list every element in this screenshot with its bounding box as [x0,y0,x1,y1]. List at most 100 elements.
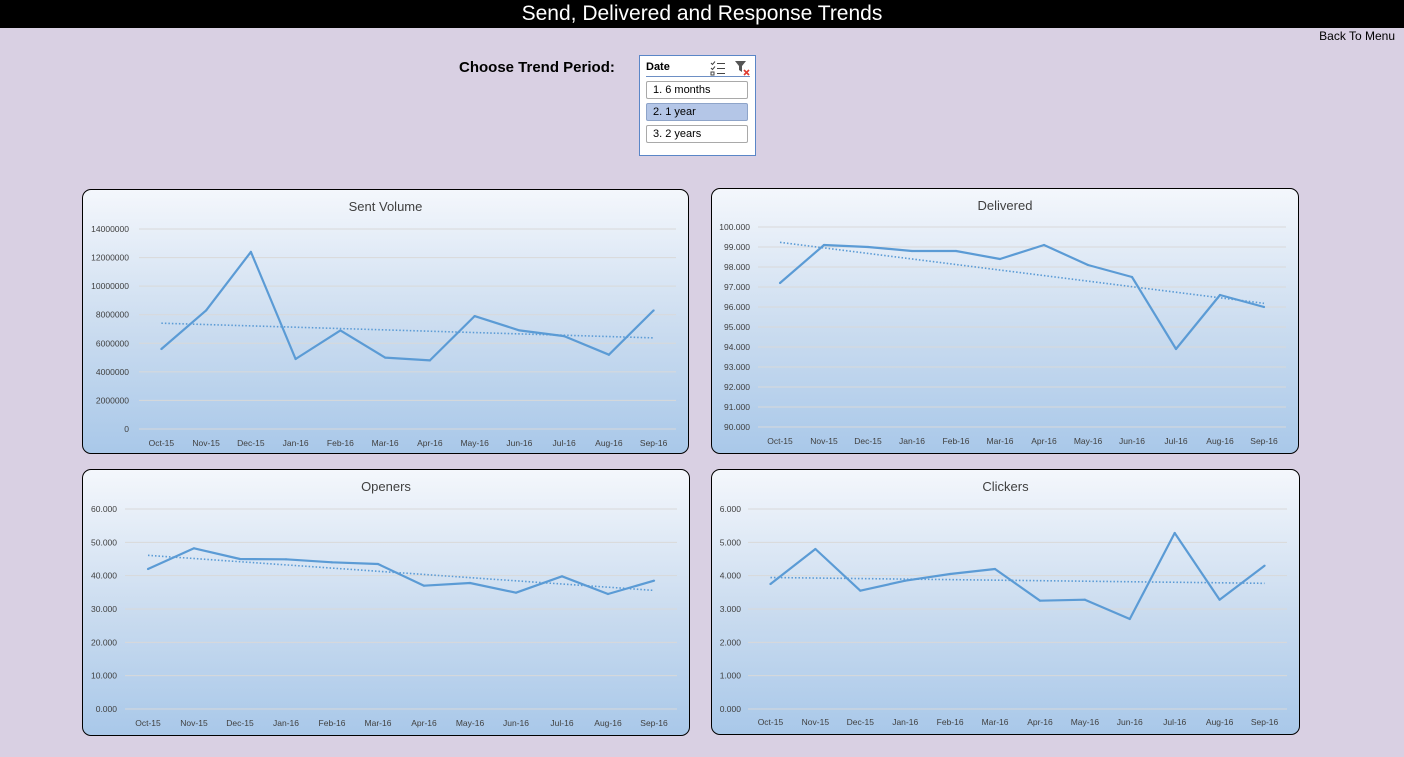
y-tick-label: 8000000 [96,310,129,320]
x-tick-label: Jun-16 [1117,717,1143,727]
slicer-header: Date [646,60,750,77]
slicer-item-6-months[interactable]: 1. 6 months [646,81,748,99]
x-tick-label: Jul-16 [1164,436,1187,446]
x-tick-label: Dec-15 [847,717,875,727]
x-tick-label: Jan-16 [899,436,925,446]
x-tick-label: Oct-15 [149,438,175,448]
y-tick-label: 95.000 [724,322,750,332]
data-point [238,557,242,561]
y-tick-label: 6.000 [720,504,742,514]
y-tick-label: 92.000 [724,382,750,392]
y-tick-label: 98.000 [724,262,750,272]
data-point [330,561,334,564]
x-tick-label: Jul-16 [1163,717,1186,727]
data-point [146,567,150,571]
x-tick-label: Aug-16 [1206,436,1234,446]
x-tick-label: Mar-16 [365,718,392,728]
data-point [160,347,163,351]
slicer-item-1-year[interactable]: 2. 1 year [646,103,748,121]
openers-chart: Openers 0.000 10.000 20.000 30.000 40.000 50.0… [82,469,690,736]
data-point [376,562,380,566]
y-tick-label: 91.000 [724,402,750,412]
x-tick-label: Apr-16 [417,438,443,448]
x-tick-label: Feb-16 [319,718,346,728]
x-tick-label: Aug-16 [1206,717,1234,727]
data-point [560,575,564,578]
data-point [205,309,208,312]
x-tick-label: Oct-15 [758,717,784,727]
chart-title: Delivered [978,198,1033,213]
x-tick-label: Jan-16 [273,718,299,728]
x-tick-label: Jul-16 [553,438,576,448]
data-point [518,329,521,332]
trendline [779,241,1265,305]
data-point [949,572,952,576]
data-point [284,558,288,561]
y-tick-label: 90.000 [724,422,750,432]
chart-title: Sent Volume [349,199,423,214]
data-point [993,567,997,571]
y-tick-label: 0 [124,424,129,434]
data-point [249,250,252,253]
x-tick-label: Nov-15 [192,438,220,448]
data-point [428,359,431,362]
data-point [1263,564,1266,567]
x-tick-label: Apr-16 [1027,717,1053,727]
x-tick-label: Feb-16 [937,717,964,727]
series-line [147,547,655,596]
data-point [1174,347,1178,351]
y-tick-label: 99.000 [724,242,750,252]
y-tick-label: 40.000 [91,571,117,581]
data-point [822,243,826,247]
x-tick-label: Jun-16 [506,438,532,448]
data-point [1218,293,1222,297]
data-point [339,329,342,332]
x-tick-label: Apr-16 [411,718,437,728]
date-slicer: Date 1. 6 months 2. 1 year 3. 2 years [639,55,756,156]
data-point [192,547,196,550]
x-tick-label: Dec-15 [854,436,882,446]
x-tick-label: Jan-16 [892,717,918,727]
data-point [607,353,610,356]
slicer-item-2-years[interactable]: 3. 2 years [646,125,748,143]
data-point [778,281,782,285]
x-tick-label: Dec-15 [226,718,254,728]
series-line [160,250,655,362]
chart-title: Openers [361,479,411,494]
data-point [1130,275,1134,279]
x-tick-label: Jan-16 [283,438,309,448]
x-tick-label: Mar-16 [982,717,1009,727]
data-point [904,579,907,582]
data-point [1173,531,1176,535]
x-tick-label: Sep-16 [640,438,668,448]
y-tick-label: 60.000 [91,504,117,514]
y-tick-label: 97.000 [724,282,750,292]
sent-volume-chart: Sent Volume 0 2000000 4000000 6000000 8000000… [82,189,689,454]
trendline [770,576,1265,585]
x-tick-label: May-16 [1071,717,1100,727]
data-point [866,245,870,249]
x-tick-label: Nov-15 [180,718,208,728]
slicer-title: Date [646,61,670,73]
chart-title: Clickers [982,479,1029,494]
data-point [422,584,426,587]
data-point [652,579,656,582]
series-line [779,243,1265,351]
x-tick-label: Aug-16 [594,718,622,728]
x-tick-label: Jul-16 [550,718,573,728]
x-tick-label: Oct-15 [135,718,161,728]
y-tick-label: 6000000 [96,338,129,348]
data-point [910,249,914,253]
y-tick-label: 12000000 [91,253,129,263]
y-tick-label: 14000000 [91,224,129,234]
clear-filter-icon[interactable] [734,60,750,76]
x-tick-label: Feb-16 [943,436,970,446]
x-tick-label: Aug-16 [595,438,623,448]
data-point [1218,598,1221,601]
multi-select-icon[interactable] [710,60,726,76]
x-tick-label: Jun-16 [503,718,529,728]
back-to-menu-button[interactable]: Back To Menu [1319,29,1395,43]
data-point [473,315,476,318]
y-tick-label: 0.000 [720,704,742,714]
y-tick-label: 1.000 [720,671,742,681]
